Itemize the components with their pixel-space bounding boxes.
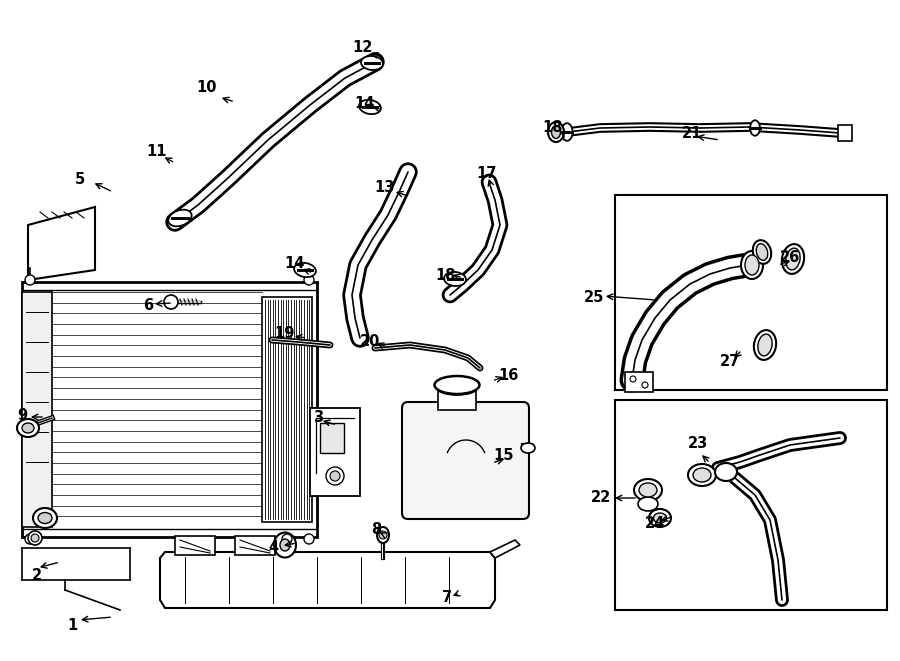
Bar [625,372,653,392]
Bar [310,408,360,496]
Text: 27: 27 [720,354,740,369]
Circle shape [642,382,648,388]
Circle shape [282,534,292,544]
Ellipse shape [377,527,389,543]
Ellipse shape [750,120,760,136]
Circle shape [304,534,314,544]
Text: 22: 22 [591,490,611,504]
Ellipse shape [437,381,477,395]
Ellipse shape [649,509,671,527]
Bar [615,195,887,390]
Text: 3: 3 [313,410,323,426]
Text: 14: 14 [284,256,305,270]
Circle shape [379,531,387,539]
Text: 10: 10 [197,81,217,95]
Ellipse shape [693,468,711,482]
Bar [320,423,344,453]
Ellipse shape [361,56,383,70]
Bar [838,125,852,141]
Ellipse shape [752,240,771,264]
Circle shape [28,531,42,545]
Ellipse shape [435,376,480,394]
Ellipse shape [639,483,657,497]
Bar [22,282,317,537]
Ellipse shape [17,419,39,437]
Text: 1: 1 [67,617,77,633]
Polygon shape [28,207,95,280]
Text: 2: 2 [32,568,42,582]
Text: 7: 7 [442,590,452,605]
Text: 11: 11 [147,145,167,159]
Bar [615,400,887,610]
Circle shape [326,467,344,485]
Ellipse shape [638,497,658,511]
Ellipse shape [745,255,759,275]
Bar [22,292,52,527]
Ellipse shape [754,330,776,360]
Ellipse shape [280,539,290,551]
Text: 17: 17 [477,165,497,180]
Ellipse shape [653,513,667,523]
Circle shape [330,471,340,481]
Text: 4: 4 [268,541,278,555]
Text: 8: 8 [371,522,381,537]
Ellipse shape [22,423,34,433]
Ellipse shape [274,533,296,557]
Ellipse shape [782,244,804,274]
Bar [438,388,476,410]
Circle shape [164,295,178,309]
Text: 12: 12 [352,40,373,56]
Text: 20: 20 [360,334,380,350]
Bar [262,297,312,522]
Polygon shape [175,536,215,555]
Ellipse shape [38,512,52,524]
Circle shape [25,275,35,285]
Ellipse shape [294,263,316,277]
Polygon shape [235,536,275,555]
Ellipse shape [715,463,737,481]
Ellipse shape [756,244,768,260]
Text: 14: 14 [355,95,375,110]
Circle shape [304,275,314,285]
Polygon shape [160,552,495,608]
Circle shape [25,534,35,544]
Ellipse shape [548,122,564,142]
Text: 19: 19 [274,325,295,340]
Text: 15: 15 [494,447,514,463]
Text: 6: 6 [143,297,153,313]
Text: 21: 21 [682,126,702,141]
Ellipse shape [741,251,763,279]
Text: 13: 13 [374,180,395,196]
Ellipse shape [444,272,466,286]
Text: 9: 9 [17,407,27,422]
Text: 16: 16 [499,368,519,383]
Circle shape [630,376,636,382]
Ellipse shape [758,334,772,356]
Text: 18: 18 [543,120,563,134]
FancyBboxPatch shape [402,402,529,519]
Ellipse shape [521,443,535,453]
Text: 23: 23 [688,436,708,451]
Ellipse shape [634,479,662,501]
Polygon shape [490,540,520,558]
Ellipse shape [688,464,716,486]
Ellipse shape [359,100,381,114]
Text: 26: 26 [780,249,800,264]
Ellipse shape [786,248,800,270]
Circle shape [31,534,39,542]
Ellipse shape [552,126,561,139]
Text: 5: 5 [75,173,86,188]
Ellipse shape [33,508,57,528]
Text: 24: 24 [645,516,665,531]
Ellipse shape [168,210,192,226]
Text: 18: 18 [436,268,456,282]
Ellipse shape [562,123,572,141]
Text: 25: 25 [584,290,604,305]
